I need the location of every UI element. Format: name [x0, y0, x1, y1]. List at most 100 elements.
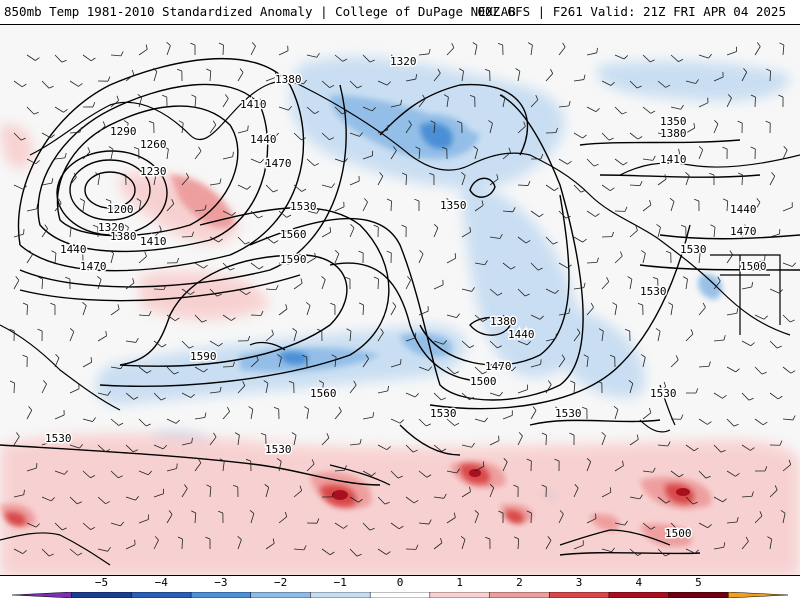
- wind-barb: [601, 547, 615, 553]
- wind-barb: [386, 198, 392, 212]
- wind-barb: [433, 392, 446, 401]
- wind-barb: [222, 262, 235, 271]
- wind-barb: [670, 414, 684, 420]
- wind-barb: [191, 510, 197, 524]
- wind-barb: [629, 180, 643, 187]
- wind-barb: [586, 47, 598, 56]
- anomaly-shading: [0, 56, 800, 575]
- wind-barb: [694, 198, 700, 212]
- contour-label: 1440: [730, 203, 757, 216]
- contour-label: 1260: [140, 138, 167, 151]
- colorbar-tick-label: −2: [273, 576, 288, 589]
- wind-barb: [750, 146, 756, 160]
- wind-barb: [657, 174, 667, 186]
- wind-barb: [741, 444, 755, 451]
- colorbar-swatch: [369, 592, 431, 598]
- wind-barb: [209, 386, 222, 394]
- wind-barb: [558, 100, 571, 108]
- wind-barb: [41, 132, 55, 139]
- wind-barb: [474, 461, 485, 472]
- wind-barb: [573, 236, 587, 243]
- wind-barb: [373, 276, 379, 290]
- wind-barb: [642, 106, 656, 114]
- wind-barb: [22, 302, 28, 316]
- wind-barb: [237, 236, 250, 245]
- wind-barb: [163, 146, 169, 160]
- wind-barb: [754, 511, 763, 524]
- wind-barb: [293, 545, 307, 551]
- contour-labels: 1200123012601290132013201350135013801380…: [44, 54, 769, 542]
- wind-barb: [124, 224, 129, 238]
- wind-barb: [405, 276, 412, 290]
- wind-barb: [321, 492, 335, 498]
- wind-barb: [194, 314, 207, 323]
- wind-barb: [138, 44, 148, 56]
- wind-barbs: [9, 42, 796, 557]
- wind-barb: [96, 276, 102, 290]
- colorbar-swatch: [548, 592, 610, 598]
- wind-barb: [517, 432, 523, 446]
- wind-barb: [722, 146, 728, 160]
- wind-barb: [779, 42, 785, 56]
- wind-barb: [530, 210, 544, 218]
- wind-barb: [657, 496, 671, 504]
- wind-barb: [66, 224, 72, 238]
- wind-barb: [293, 132, 306, 141]
- wind-barb: [54, 198, 62, 212]
- wind-barb: [22, 354, 28, 368]
- wind-barb: [110, 95, 120, 108]
- wind-barb: [390, 54, 404, 60]
- wind-barb: [110, 304, 120, 316]
- wind-barb: [109, 250, 114, 264]
- wind-barb: [153, 225, 162, 238]
- wind-barb: [741, 281, 754, 290]
- wind-barb: [293, 234, 307, 240]
- contour-label: 1350: [660, 115, 687, 128]
- wind-barb: [321, 433, 330, 446]
- wind-barb: [628, 380, 634, 394]
- wind-barb: [433, 279, 444, 290]
- contour-label: 1380: [660, 127, 687, 140]
- wind-barb: [558, 158, 572, 165]
- wind-barb: [754, 418, 768, 426]
- wind-barb: [713, 392, 727, 399]
- wind-barb: [288, 380, 295, 394]
- wind-barb: [222, 94, 229, 108]
- wind-barb: [125, 444, 138, 453]
- wind-barb: [582, 406, 588, 420]
- wind-barb: [726, 308, 739, 316]
- wind-barb: [461, 172, 466, 186]
- wind-barb: [460, 536, 466, 550]
- wind-barb: [373, 224, 379, 238]
- wind-barb: [446, 366, 460, 375]
- wind-barb: [665, 250, 672, 264]
- wind-barb: [489, 391, 503, 397]
- wind-barb: [194, 146, 202, 160]
- wind-barb: [517, 340, 531, 346]
- wind-barb: [446, 43, 455, 56]
- wind-barb: [657, 381, 667, 394]
- wind-barb: [614, 460, 624, 472]
- wind-barb: [377, 496, 390, 505]
- wind-barb: [586, 106, 600, 112]
- wind-barb: [446, 198, 451, 212]
- colorbar-swatch: [12, 592, 72, 598]
- wind-barb: [586, 210, 600, 217]
- wind-barb: [601, 80, 615, 86]
- wind-barb: [278, 45, 289, 56]
- wind-barb: [181, 484, 188, 498]
- colorbar-tick-label: 3: [575, 576, 583, 589]
- contour-label: 1230: [140, 165, 167, 178]
- wind-barb: [710, 224, 716, 238]
- wind-barb: [500, 94, 506, 108]
- wind-barb: [657, 130, 671, 135]
- wind-barb: [530, 359, 542, 368]
- wind-barb: [573, 328, 581, 342]
- contour-label: 1350: [440, 199, 467, 212]
- wind-barb: [265, 329, 274, 342]
- model-run-info: 00Z GFS | F261 Valid: 21Z FRI APR 04 202…: [477, 4, 786, 19]
- wind-barb: [474, 417, 488, 423]
- wind-barb: [530, 406, 537, 420]
- contour-label: 1530: [640, 285, 667, 298]
- wind-barb: [177, 536, 183, 550]
